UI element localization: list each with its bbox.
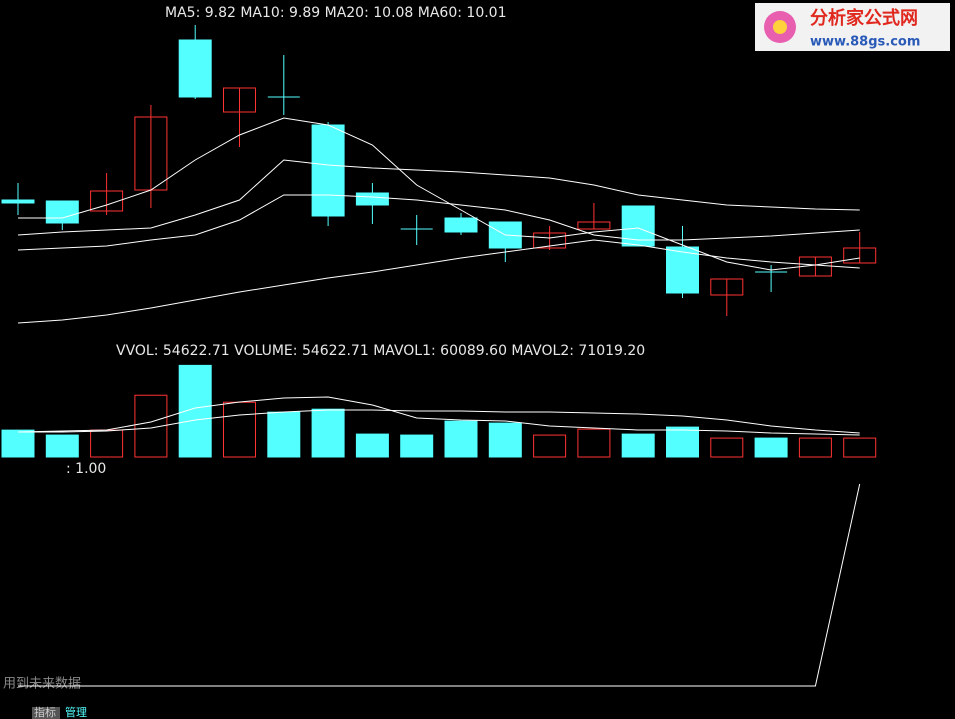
volume-bar bbox=[400, 434, 434, 458]
volume-bar bbox=[621, 433, 655, 458]
candle-body bbox=[666, 246, 699, 294]
moving-average bbox=[18, 117, 860, 271]
candle-body bbox=[355, 192, 389, 206]
tab[interactable]: 指标 bbox=[34, 705, 56, 719]
volume-bar bbox=[45, 434, 79, 458]
footer-note: 用到未来数据 bbox=[3, 677, 81, 692]
logo-url: www.88gs.com bbox=[810, 35, 920, 50]
candle-body bbox=[843, 247, 877, 264]
volume-average bbox=[17, 396, 860, 436]
volume-header: VVOL: 54622.71 VOLUME: 54622.71 MAVOL1: … bbox=[116, 343, 645, 359]
volume-bar bbox=[134, 394, 168, 458]
volume-bar bbox=[798, 437, 832, 458]
volume-bar bbox=[710, 437, 744, 458]
tab-bg bbox=[32, 707, 60, 719]
price-header: MA5: 9.82 MA10: 9.89 MA20: 10.08 MA60: 1… bbox=[165, 5, 507, 21]
candle-body bbox=[533, 232, 567, 249]
logo-icon-center bbox=[773, 20, 787, 34]
volume-bar bbox=[444, 420, 478, 458]
volume-bar bbox=[488, 422, 522, 458]
candle-body bbox=[444, 217, 478, 233]
volume-bar bbox=[754, 437, 788, 458]
candle-body bbox=[710, 278, 744, 296]
moving-average bbox=[17, 194, 860, 251]
candle-body bbox=[90, 190, 124, 212]
candle-body bbox=[223, 87, 256, 113]
volume-bar bbox=[355, 433, 389, 458]
volume-bar bbox=[577, 428, 611, 458]
candle-body bbox=[1, 199, 35, 204]
volume-bar bbox=[843, 437, 877, 458]
candle-body bbox=[621, 205, 655, 247]
candle-body bbox=[178, 39, 212, 98]
volume-bar bbox=[311, 408, 345, 458]
candle-body bbox=[45, 200, 79, 224]
tab[interactable]: 管理 bbox=[65, 705, 87, 719]
moving-average bbox=[17, 239, 860, 324]
volume-bar bbox=[533, 434, 567, 458]
volume-bar bbox=[1, 429, 35, 458]
indicator-header: : 1.00 bbox=[66, 461, 106, 477]
logo-name: 分析家公式网 bbox=[810, 7, 918, 29]
candle-body bbox=[311, 124, 345, 217]
indicator-line bbox=[18, 483, 861, 687]
volume-average bbox=[18, 409, 860, 434]
moving-average bbox=[17, 159, 860, 236]
volume-bar bbox=[666, 426, 699, 458]
volume-bar bbox=[267, 411, 301, 458]
candle-body bbox=[577, 221, 611, 230]
